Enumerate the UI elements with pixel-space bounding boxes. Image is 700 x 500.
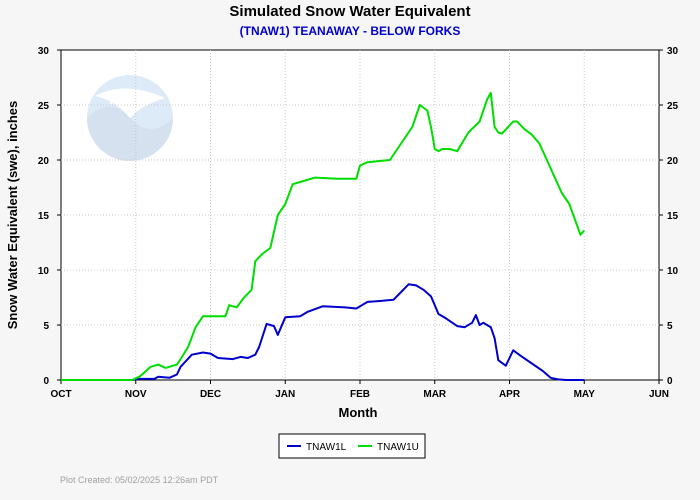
legend-label-tnaw1l: TNAW1L bbox=[306, 442, 347, 453]
x-tick-label-may: MAY bbox=[574, 389, 596, 400]
x-axis-label: Month bbox=[339, 405, 378, 420]
y-tick-label-left: 0 bbox=[43, 376, 49, 387]
y-axis-right: 0 5 10 15 20 25 30 bbox=[659, 46, 679, 387]
y-tick-label-right: 20 bbox=[667, 156, 679, 167]
y-tick-label-right: 0 bbox=[667, 376, 673, 387]
y-axis-label: Snow Water Equivalent (swe), inches bbox=[5, 101, 20, 330]
x-tick-label-apr: APR bbox=[499, 389, 521, 400]
noaa-logo: NOAA bbox=[87, 75, 173, 161]
legend: TNAW1L TNAW1U bbox=[278, 433, 426, 459]
x-axis: OCT NOV DEC JAN FEB MAR APR MAY JUN bbox=[50, 380, 669, 400]
y-tick-label-right: 10 bbox=[667, 266, 679, 277]
x-tick-label-jun: JUN bbox=[649, 389, 669, 400]
series-lines bbox=[61, 91, 586, 381]
series-line-tnaw1u bbox=[61, 91, 586, 381]
legend-box bbox=[278, 433, 426, 459]
y-axis-left: 0 5 10 15 20 25 30 bbox=[38, 46, 61, 387]
x-tick-label-mar: MAR bbox=[423, 389, 447, 400]
x-tick-label-jan: JAN bbox=[275, 389, 295, 400]
y-tick-label-left: 5 bbox=[43, 321, 49, 332]
y-tick-label-left: 30 bbox=[38, 46, 50, 57]
y-tick-label-right: 30 bbox=[667, 46, 679, 57]
legend-label-tnaw1u: TNAW1U bbox=[377, 442, 419, 453]
y-tick-label-left: 10 bbox=[38, 266, 50, 277]
y-tick-label-left: 25 bbox=[38, 101, 50, 112]
plot-created-footer: Plot Created: 05/02/2025 12:26am PDT bbox=[60, 475, 219, 485]
x-tick-label-nov: NOV bbox=[125, 389, 147, 400]
series-line-tnaw1l bbox=[61, 283, 585, 381]
x-tick-label-oct: OCT bbox=[50, 389, 71, 400]
chart-title: Simulated Snow Water Equivalent bbox=[229, 3, 470, 20]
y-tick-label-right: 15 bbox=[667, 211, 679, 222]
x-tick-label-dec: DEC bbox=[200, 389, 221, 400]
x-tick-label-feb: FEB bbox=[350, 389, 370, 400]
noaa-logo-text: NOAA bbox=[109, 91, 150, 107]
y-tick-label-right: 5 bbox=[667, 321, 673, 332]
grid-lines bbox=[61, 50, 659, 380]
y-tick-label-left: 20 bbox=[38, 156, 50, 167]
y-tick-label-left: 15 bbox=[38, 211, 50, 222]
y-tick-label-right: 25 bbox=[667, 101, 679, 112]
chart-subtitle: (TNAW1) TEANAWAY - BELOW FORKS bbox=[240, 24, 461, 38]
